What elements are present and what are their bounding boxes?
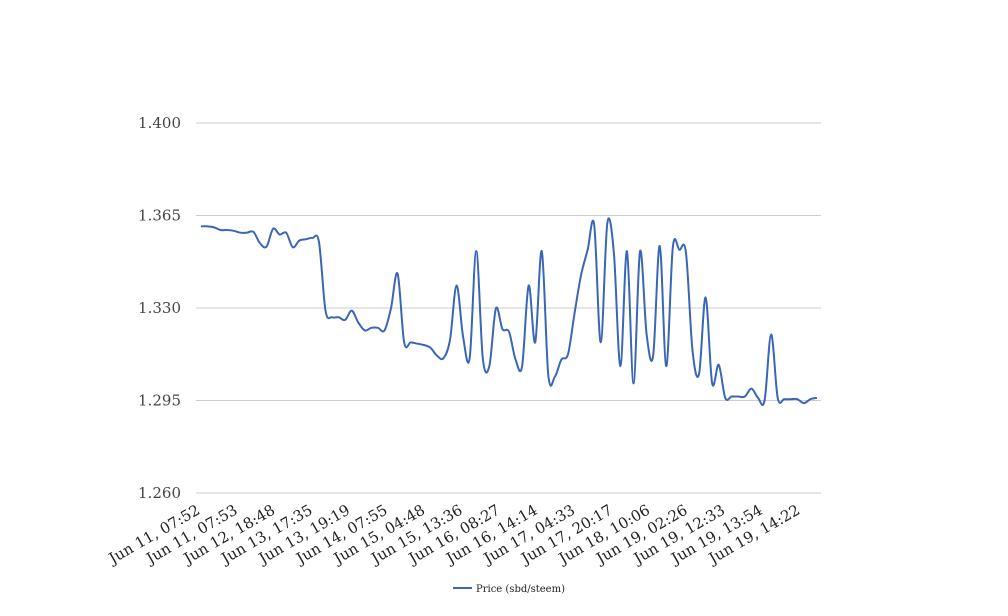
gridlines: [196, 122, 821, 494]
legend-label: Price (sbd/steem): [476, 584, 565, 595]
y-tick-label: 1.365: [138, 207, 181, 225]
y-tick-label: 1.330: [138, 299, 181, 317]
legend: Price (sbd/steem): [453, 584, 565, 595]
series-group: [200, 217, 818, 406]
y-tick-label: 1.295: [138, 392, 181, 410]
series-line-price: [200, 217, 818, 406]
y-tick-label: 1.260: [138, 484, 181, 502]
y-axis-tick-labels: 1.400 1.365 1.330 1.295 1.260: [138, 114, 181, 502]
y-tick-label: 1.400: [138, 114, 181, 132]
